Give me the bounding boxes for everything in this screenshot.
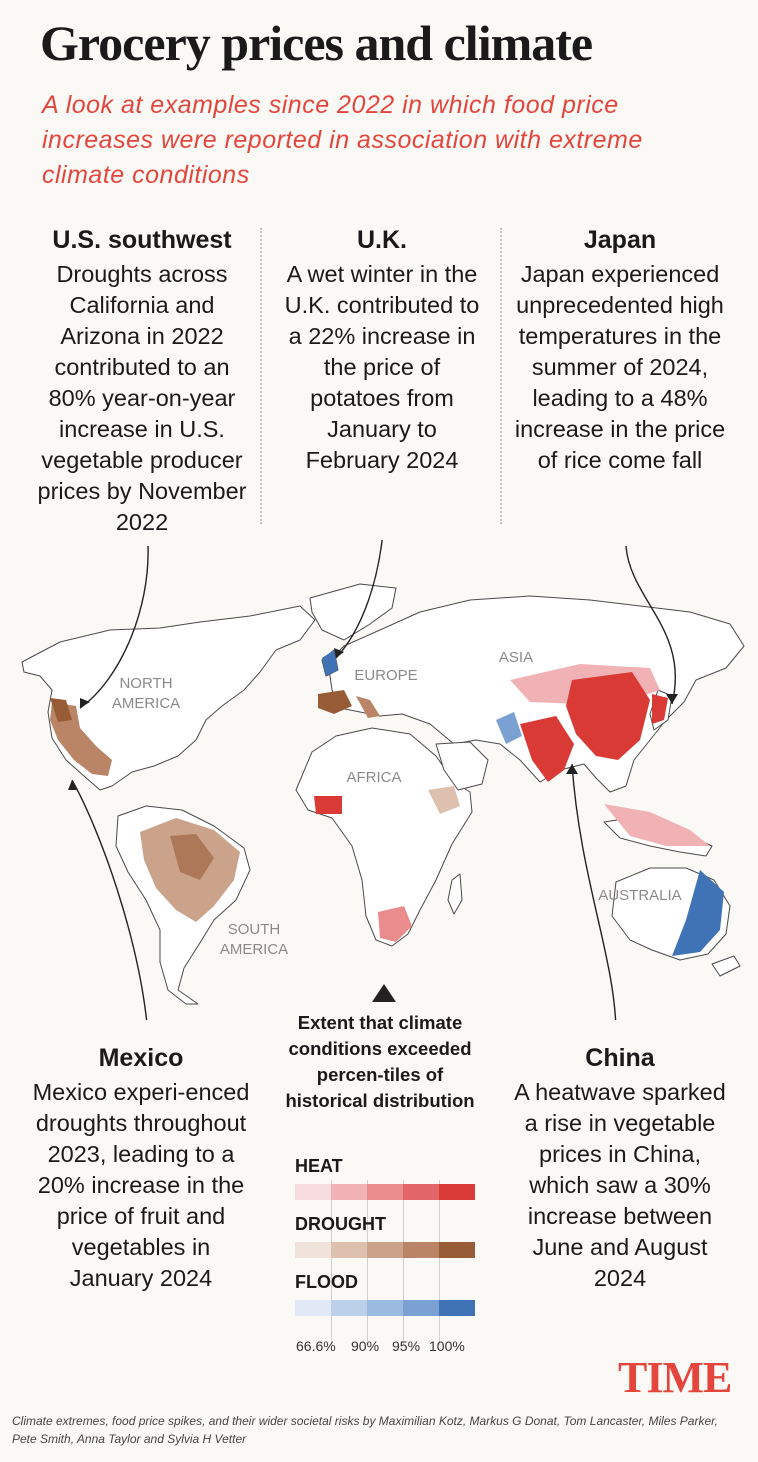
legend-title: Extent that climate conditions exceeded …	[285, 1012, 475, 1111]
arrowhead	[68, 780, 78, 790]
madagascar-landmass	[447, 873, 463, 915]
legend-swatch	[331, 1300, 367, 1316]
legend-tick: 90%	[351, 1338, 380, 1354]
legend-swatch	[295, 1242, 331, 1258]
legend-swatch	[367, 1184, 403, 1200]
label-asia: ASIA	[499, 649, 533, 666]
label-europe: EUROPE	[354, 667, 417, 684]
annotation-heading: Japan	[583, 226, 657, 254]
annotation-japan: Japan Japan experienced unprecedented hi…	[512, 226, 728, 476]
legend-tick: 95%	[392, 1338, 421, 1354]
japan-heat-area	[652, 694, 668, 724]
annotation-text: A heatwave sparked a rise in vegetable p…	[514, 1079, 726, 1291]
arabia-landmass	[435, 741, 489, 791]
annotation-mexico: Mexico Mexico experi-enced droughts thro…	[28, 1044, 254, 1294]
iberia-drought-area	[318, 690, 352, 714]
pointer-uk	[335, 540, 383, 659]
uk-flood-area	[322, 650, 338, 676]
legend-swatch	[367, 1300, 403, 1316]
label-africa: AFRICA	[346, 769, 401, 786]
legend-flood-label: FLOOD	[295, 1272, 358, 1292]
legend-gridline	[367, 1180, 368, 1345]
italy-drought-area	[356, 696, 380, 718]
legend-tick: 66.6%	[296, 1338, 336, 1354]
legend-drought-label: DROUGHT	[295, 1214, 386, 1234]
south-africa-heat-area	[378, 906, 412, 942]
legend-swatch	[331, 1242, 367, 1258]
east-africa-drought-area	[428, 786, 460, 814]
pointer-us-southwest	[79, 545, 149, 709]
greenland-landmass	[309, 583, 397, 641]
source-credit: Climate extremes, food price spikes, and…	[12, 1414, 718, 1446]
annotation-uk: U.K. A wet winter in the U.K. contribute…	[282, 226, 482, 476]
column-divider	[500, 228, 502, 524]
column-divider	[260, 228, 262, 524]
us-southwest-drought-area	[50, 698, 72, 722]
page-title: Grocery prices and climate	[40, 15, 593, 71]
pakistan-flood-area	[496, 712, 522, 744]
annotation-heading: China	[585, 1044, 655, 1072]
legend-gridline	[331, 1180, 332, 1345]
new-zealand-landmass	[711, 955, 741, 977]
pointer-japan	[625, 545, 677, 705]
label-north-america: NORTH AMERICA	[112, 675, 180, 712]
annotation-heading: Mexico	[98, 1044, 184, 1072]
annotation-text: Droughts across California and Arizona i…	[37, 261, 247, 535]
pointer-china	[571, 763, 617, 1020]
legend-swatch	[295, 1300, 331, 1316]
arrowhead	[80, 698, 90, 708]
legend-swatch	[331, 1184, 367, 1200]
time-logo: TIME	[618, 1353, 732, 1402]
legend-heat-label: HEAT	[295, 1156, 343, 1176]
annotation-text: Mexico experi-enced droughts throughout …	[32, 1079, 250, 1291]
legend-swatch	[403, 1242, 439, 1258]
annotation-text: A wet winter in the U.K. contributed to …	[284, 261, 480, 473]
annotation-text: Japan experienced unprecedented high tem…	[514, 261, 726, 473]
legend-swatch	[439, 1184, 475, 1200]
legend-flood-scale	[295, 1300, 475, 1316]
annotation-us-southwest: U.S. southwest Droughts across Californi…	[28, 226, 256, 538]
legend-swatch	[439, 1300, 475, 1316]
legend-gridline	[403, 1180, 404, 1345]
legend-pointer-triangle	[372, 984, 396, 1002]
arrowhead	[666, 694, 678, 704]
legend-heat-scale	[295, 1184, 475, 1200]
annotation-china: China A heatwave sparked a rise in veget…	[512, 1044, 728, 1294]
brazil-drought-core	[170, 834, 214, 880]
legend-drought-scale	[295, 1242, 475, 1258]
annotation-heading: U.S. southwest	[52, 226, 232, 254]
legend-tick: 100%	[429, 1338, 465, 1354]
pointer-mexico	[71, 779, 148, 1020]
legend-swatch	[295, 1184, 331, 1200]
east-australia-flood-area	[672, 870, 724, 956]
legend-swatch	[439, 1242, 475, 1258]
label-australia: AUSTRALIA	[598, 887, 681, 904]
north-america-landmass	[21, 605, 316, 791]
legend-swatch	[367, 1242, 403, 1258]
page-subtitle: A look at examples since 2022 in which f…	[42, 91, 643, 189]
china-heat-area	[566, 672, 650, 760]
southeast-asia-heat-area	[604, 804, 710, 846]
world-map: NORTH AMERICA EUROPE AFRICA ASIA AUSTRALI…	[21, 540, 745, 1020]
legend-swatch	[403, 1184, 439, 1200]
legend-swatch	[403, 1300, 439, 1316]
annotation-heading: U.K.	[357, 226, 407, 254]
west-africa-heat-area	[314, 796, 342, 814]
arrowhead	[334, 648, 344, 658]
arrowhead	[566, 764, 578, 774]
legend-gridline	[439, 1180, 440, 1345]
africa-landmass	[295, 727, 473, 947]
india-heat-area	[520, 716, 574, 782]
label-south-america: SOUTH AMERICA	[220, 921, 288, 958]
